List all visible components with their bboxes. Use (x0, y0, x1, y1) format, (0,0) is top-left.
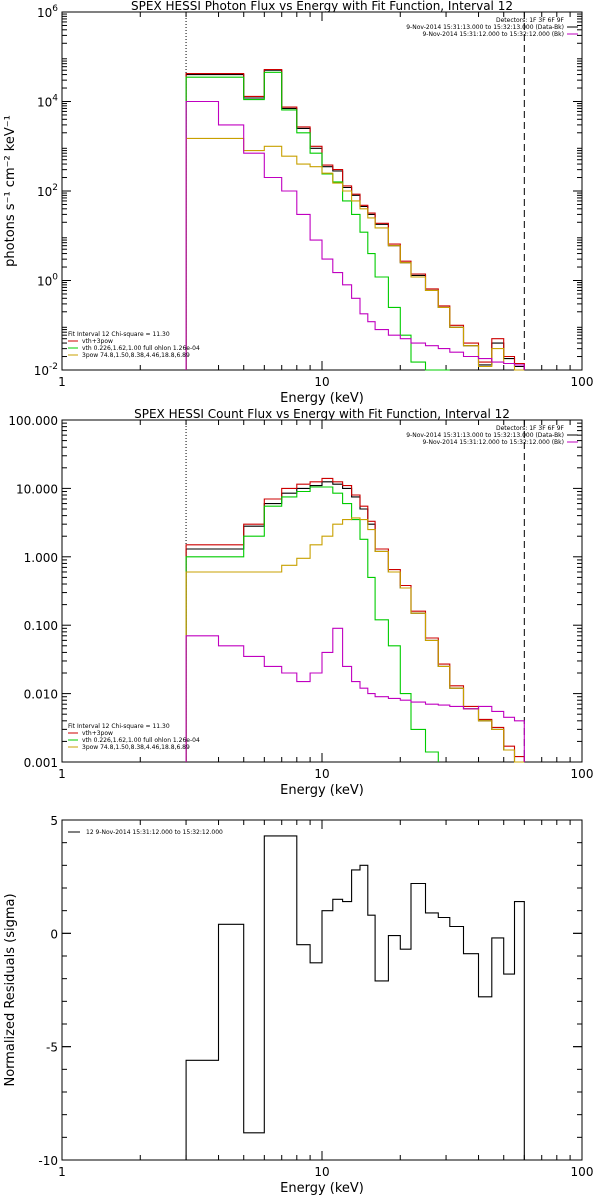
x-tick-label: 100 (571, 1165, 594, 1179)
series-12-9-nov-2014-15-31-12-000-to-15-32-12-000 (185, 835, 525, 1160)
legend-entry: vth+3pow (82, 730, 113, 737)
y-tick-label: 0.010 (24, 688, 58, 702)
series-bk (185, 627, 525, 762)
series-vth-3pow (185, 68, 525, 370)
x-tick-label: 10 (314, 767, 329, 781)
y-tick-exponent: 4 (52, 94, 58, 104)
y-tick-base: 10 (37, 185, 52, 199)
y-axis-label: photons s⁻¹ cm⁻² keV⁻¹ (3, 115, 18, 267)
legend-entry: 9-Nov-2014 15:31:13.000 to 15:32:13.000 … (406, 24, 564, 31)
y-tick-exponent: -2 (49, 362, 58, 372)
x-tick-label: 10 (314, 375, 329, 389)
legend-entry: vth 0.226,1.62,1.00 full ohlon 1.26e-04 (82, 737, 200, 744)
x-tick-label: 1 (58, 375, 66, 389)
plot-frame (61, 819, 583, 1161)
legend-entry: Detectors: 1F 3F 6F 9F (496, 425, 565, 432)
y-tick-label: 1.000 (24, 551, 58, 565)
legend-entry: 9-Nov-2014 15:31:12.000 to 15:32:12.000 … (422, 31, 564, 38)
x-axis-label: Energy (keV) (280, 1181, 364, 1196)
series-3pow (185, 517, 525, 763)
legend-entry: vth 0.226,1.62,1.00 full ohlon 1.26e-04 (82, 345, 200, 352)
series-data-bk (185, 481, 525, 763)
y-axis-label: Normalized Residuals (sigma) (3, 893, 18, 1086)
y-tick-label: 100 (37, 273, 58, 289)
series-vth (185, 71, 450, 371)
x-axis-label: Energy (keV) (280, 391, 364, 406)
legend-entry: Fit Interval 12 Chi-square = 11.30 (68, 723, 170, 730)
legend-entry: Detectors: 1F 3F 6F 9F (496, 17, 565, 24)
legend-entry: 9-Nov-2014 15:31:13.000 to 15:32:13.000 … (406, 432, 564, 439)
y-tick-base: 10 (37, 275, 52, 289)
y-tick-base: 10 (37, 96, 52, 110)
legend-entry: 3pow 74.8,1.50,8.38,4.46,18.8,6.89 (82, 352, 190, 359)
y-tick-label: 104 (37, 94, 58, 110)
y-tick-label: 100.000 (8, 414, 58, 428)
x-axis-label: Energy (keV) (280, 783, 364, 798)
series-bk (185, 100, 525, 370)
y-tick-label: 0 (50, 927, 58, 941)
series-3pow (185, 137, 525, 371)
y-tick-label: -10 (38, 1154, 58, 1168)
y-tick-exponent: 6 (52, 4, 58, 14)
plot-frame (61, 11, 583, 371)
legend-entry: Fit Interval 12 Chi-square = 11.30 (68, 331, 170, 338)
y-tick-label: 10.000 (16, 482, 58, 496)
y-tick-label: 10-2 (34, 362, 58, 378)
y-tick-exponent: 2 (52, 183, 58, 193)
y-tick-label: 5 (50, 814, 58, 828)
y-tick-base: 10 (37, 6, 52, 20)
y-tick-label: 0.001 (24, 756, 58, 770)
y-tick-exponent: 0 (52, 273, 58, 283)
y-tick-label: 0.100 (24, 619, 58, 633)
legend-entry: vth+3pow (82, 338, 113, 345)
y-tick-label: 106 (37, 4, 58, 20)
plot-title: SPEX HESSI Photon Flux vs Energy with Fi… (131, 0, 513, 13)
legend-entry: 12 9-Nov-2014 15:31:12.000 to 15:32:12.0… (86, 829, 223, 836)
x-tick-label: 1 (58, 1165, 66, 1179)
series-vth (185, 486, 439, 762)
series-vth-3pow (185, 477, 525, 762)
y-tick-base: 10 (34, 364, 49, 378)
legend-entry: 9-Nov-2014 15:31:12.000 to 15:32:12.000 … (422, 439, 564, 446)
x-tick-label: 100 (571, 375, 594, 389)
y-tick-label: -5 (46, 1041, 58, 1055)
x-tick-label: 1 (58, 767, 66, 781)
series-data-bk (185, 69, 525, 370)
x-tick-label: 100 (571, 767, 594, 781)
plot-frame (61, 419, 583, 763)
plot-title: SPEX HESSI Count Flux vs Energy with Fit… (134, 407, 510, 421)
y-tick-label: 102 (37, 183, 58, 199)
legend-entry: 3pow 74.8,1.50,8.38,4.46,18.8,6.89 (82, 744, 190, 751)
x-tick-label: 10 (314, 1165, 329, 1179)
